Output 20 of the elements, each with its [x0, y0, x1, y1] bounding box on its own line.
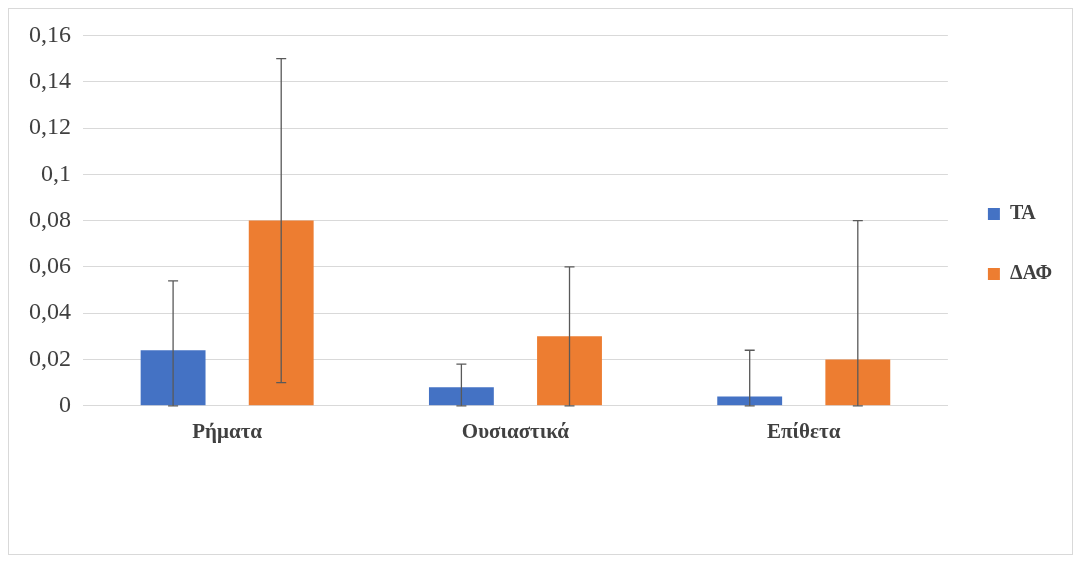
- bar: [140, 350, 206, 406]
- y-tick-label: 0: [59, 391, 71, 418]
- y-tick-label: 0,12: [29, 113, 71, 140]
- y-tick-label: 0,02: [29, 344, 71, 371]
- y-tick-label: 0,06: [29, 252, 71, 279]
- bar: [428, 387, 494, 406]
- bar: [537, 336, 602, 406]
- bar: [825, 359, 891, 406]
- y-tick-label: 0,1: [41, 159, 71, 186]
- x-tick-label: Ρήματα: [192, 418, 263, 443]
- bar: [248, 220, 314, 406]
- legend-label: ΤΑ: [1009, 201, 1037, 224]
- x-tick-label: Επίθετα: [767, 418, 841, 443]
- x-tick-label: Ουσιαστικά: [461, 418, 570, 443]
- legend-label: ΔΑΦ: [1009, 261, 1053, 284]
- y-tick-label: 0,04: [29, 298, 71, 325]
- y-tick-label: 0,14: [29, 67, 71, 93]
- y-tick-label: 0,16: [29, 20, 71, 47]
- y-tick-label: 0,08: [29, 205, 71, 232]
- bar: [717, 396, 783, 406]
